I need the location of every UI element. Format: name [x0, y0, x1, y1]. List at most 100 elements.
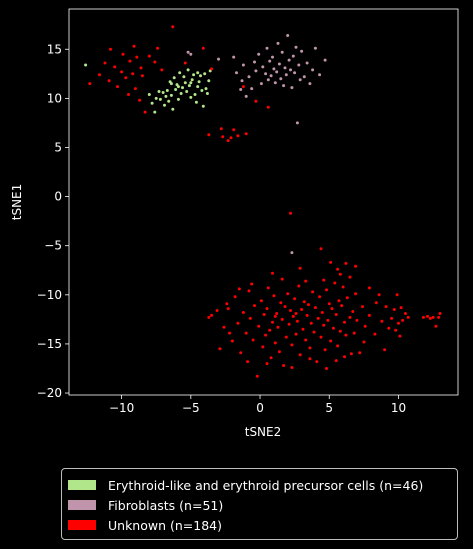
data-point — [329, 260, 333, 264]
data-point — [116, 85, 119, 89]
data-point — [203, 72, 207, 76]
data-point — [240, 79, 244, 83]
data-point — [241, 63, 245, 67]
y-tick-label: −10 — [37, 288, 62, 302]
data-point — [331, 326, 335, 330]
data-point — [300, 49, 304, 53]
data-point — [226, 307, 230, 311]
data-point — [189, 81, 193, 85]
data-point — [343, 355, 346, 359]
y-axis-label: tSNE1 — [10, 184, 24, 221]
data-point — [276, 325, 280, 329]
x-tick-label: 0 — [256, 401, 264, 415]
data-point — [259, 82, 263, 86]
data-point — [286, 34, 290, 37]
data-point — [179, 92, 183, 95]
data-point — [207, 133, 211, 137]
data-point — [325, 288, 328, 292]
data-point — [272, 294, 276, 298]
data-point — [207, 315, 211, 319]
data-point — [199, 74, 202, 78]
data-point — [315, 360, 319, 364]
data-point — [265, 362, 269, 366]
data-point — [273, 81, 277, 85]
data-point — [259, 299, 263, 303]
data-point — [201, 104, 205, 108]
data-point — [377, 293, 381, 297]
data-point — [290, 251, 294, 255]
data-point — [282, 364, 286, 367]
data-point — [153, 110, 157, 114]
data-point — [169, 82, 173, 86]
data-point — [183, 81, 187, 85]
data-point — [181, 86, 184, 90]
data-point — [261, 345, 265, 349]
data-point — [322, 278, 326, 282]
data-point — [107, 79, 111, 83]
data-point — [265, 46, 269, 50]
data-point — [294, 332, 298, 336]
data-point — [147, 93, 151, 96]
y-tick-label: 15 — [47, 42, 62, 56]
data-point — [334, 359, 338, 363]
data-point — [304, 279, 308, 283]
data-point — [271, 55, 274, 59]
data-point — [351, 310, 355, 313]
data-point — [325, 367, 328, 370]
data-point — [218, 347, 222, 351]
x-axis-label: tSNE2 — [245, 425, 282, 439]
data-point — [244, 94, 248, 98]
data-point — [189, 95, 193, 99]
data-point — [244, 331, 248, 335]
y-tick-label: −5 — [44, 239, 62, 253]
data-point — [309, 321, 313, 325]
y-tick-label: 0 — [54, 190, 62, 204]
data-point — [295, 319, 299, 323]
data-point — [387, 326, 391, 330]
data-point — [266, 286, 270, 290]
legend-item-fibroblasts: Fibroblasts (n=51) — [68, 495, 449, 515]
legend-swatch — [68, 480, 96, 490]
data-point — [103, 61, 107, 65]
data-point — [284, 73, 288, 77]
data-point — [390, 316, 394, 320]
data-point — [84, 63, 88, 67]
data-point — [196, 85, 200, 89]
data-point — [320, 311, 324, 314]
data-point — [153, 60, 157, 64]
data-point — [298, 353, 302, 357]
data-point — [323, 348, 327, 352]
data-point — [225, 302, 229, 306]
data-point — [176, 85, 180, 89]
data-point — [164, 94, 168, 98]
data-point — [171, 25, 175, 29]
data-point — [373, 332, 377, 336]
data-point — [297, 63, 301, 67]
points-layer — [84, 25, 442, 378]
data-point — [196, 71, 200, 75]
data-point — [158, 97, 162, 101]
data-point — [367, 286, 371, 290]
data-point — [139, 66, 143, 70]
data-point — [280, 317, 284, 321]
data-point — [308, 82, 312, 86]
data-point — [98, 73, 101, 77]
data-point — [293, 71, 297, 75]
data-point — [280, 50, 284, 54]
data-point — [185, 90, 189, 93]
data-point — [192, 73, 196, 77]
legend-label: Erythroid-like and erythroid precursor c… — [108, 477, 424, 493]
data-point — [329, 339, 333, 343]
data-point — [187, 84, 191, 88]
data-point — [348, 315, 352, 319]
data-point — [167, 99, 171, 103]
data-point — [239, 351, 243, 355]
data-point — [334, 313, 338, 316]
legend-swatch — [68, 520, 96, 530]
data-point — [354, 292, 358, 296]
data-point — [305, 313, 309, 317]
data-point — [437, 315, 441, 319]
data-point — [217, 57, 220, 61]
data-point — [157, 90, 161, 93]
data-point — [201, 46, 205, 50]
